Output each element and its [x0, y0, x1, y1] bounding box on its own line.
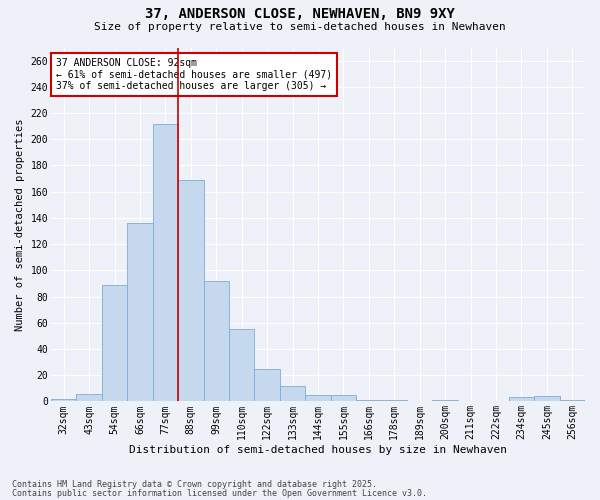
Bar [356, 400, 382, 402]
Bar [382, 400, 407, 402]
Text: Size of property relative to semi-detached houses in Newhaven: Size of property relative to semi-detach… [94, 22, 506, 32]
Bar [229, 330, 254, 402]
Bar [331, 395, 356, 402]
Bar [509, 398, 534, 402]
Y-axis label: Number of semi-detached properties: Number of semi-detached properties [15, 118, 25, 330]
Bar [152, 124, 178, 402]
Bar [254, 368, 280, 402]
Bar [560, 400, 585, 402]
Bar [127, 223, 152, 402]
X-axis label: Distribution of semi-detached houses by size in Newhaven: Distribution of semi-detached houses by … [129, 445, 507, 455]
Bar [305, 395, 331, 402]
Bar [51, 399, 76, 402]
Bar [433, 400, 458, 402]
Text: Contains public sector information licensed under the Open Government Licence v3: Contains public sector information licen… [12, 488, 427, 498]
Bar [534, 396, 560, 402]
Bar [178, 180, 203, 402]
Bar [280, 386, 305, 402]
Bar [76, 394, 102, 402]
Bar [203, 281, 229, 402]
Text: 37, ANDERSON CLOSE, NEWHAVEN, BN9 9XY: 37, ANDERSON CLOSE, NEWHAVEN, BN9 9XY [145, 8, 455, 22]
Bar [102, 285, 127, 402]
Text: Contains HM Land Registry data © Crown copyright and database right 2025.: Contains HM Land Registry data © Crown c… [12, 480, 377, 489]
Text: 37 ANDERSON CLOSE: 92sqm
← 61% of semi-detached houses are smaller (497)
37% of : 37 ANDERSON CLOSE: 92sqm ← 61% of semi-d… [56, 58, 332, 92]
